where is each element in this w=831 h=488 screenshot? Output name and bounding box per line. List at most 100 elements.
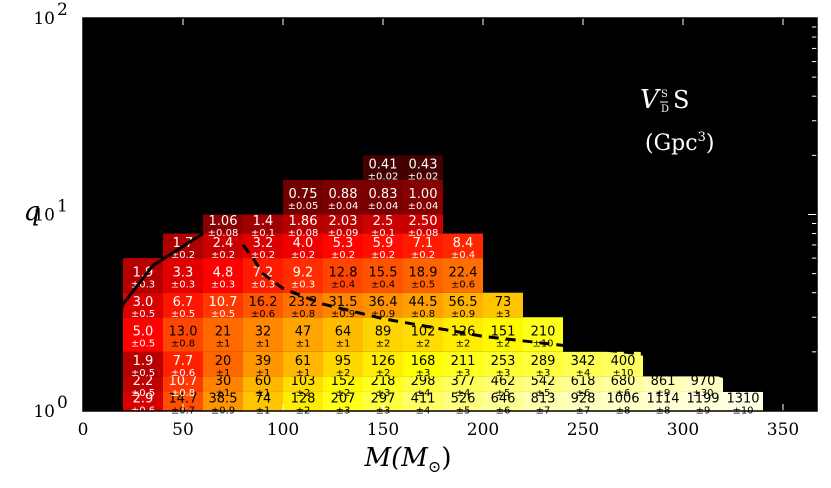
cell-error-label: ±0.9 bbox=[331, 309, 355, 320]
annotation-v: V bbox=[640, 85, 661, 115]
cell-value-label: 1310 bbox=[726, 391, 759, 406]
cell-value-label: 74 bbox=[255, 391, 272, 406]
cell-error-label: ±0.2 bbox=[211, 250, 235, 261]
cell-error-label: ±0.2 bbox=[411, 250, 435, 261]
cell-error-label: ±2 bbox=[376, 368, 391, 379]
heatmap-cell bbox=[243, 391, 283, 411]
cell-value-label: 47 bbox=[295, 325, 312, 340]
cell-value-label: 218 bbox=[371, 374, 396, 389]
heatmap-cell bbox=[523, 391, 563, 411]
cell-value-label: 0.41 bbox=[369, 158, 398, 173]
x-tick-label: 0 bbox=[78, 420, 89, 440]
heatmap-cell bbox=[603, 351, 643, 377]
heatmap-cell bbox=[443, 233, 483, 259]
cell-error-label: ±0.5 bbox=[131, 309, 155, 320]
cell-value-label: 5.9 bbox=[373, 236, 394, 251]
y-axis-title: q bbox=[24, 197, 41, 227]
cell-value-label: 1.4 bbox=[253, 214, 274, 229]
cell-value-label: 646 bbox=[491, 391, 516, 406]
cell-value-label: 5.3 bbox=[333, 236, 354, 251]
y-tick-label: 10 bbox=[33, 402, 55, 422]
heatmap-cell bbox=[283, 292, 323, 318]
cell-error-label: ±0.9 bbox=[371, 309, 395, 320]
heatmap-cell bbox=[163, 376, 203, 392]
heatmap-cell bbox=[483, 292, 523, 318]
cell-error-label: ±0.5 bbox=[131, 368, 155, 379]
heatmap-cell bbox=[203, 258, 243, 293]
annotation: V S D S (Gpc3) bbox=[640, 85, 714, 156]
y-tick-label-exponent: 0 bbox=[57, 393, 68, 413]
cell-error-label: ±1 bbox=[216, 339, 231, 350]
cell-value-label: 861 bbox=[651, 374, 676, 389]
cell-value-label: 400 bbox=[611, 354, 636, 369]
cell-value-label: 1.9 bbox=[133, 354, 154, 369]
cell-value-label: 462 bbox=[491, 374, 516, 389]
heatmap-cell bbox=[523, 376, 563, 392]
heatmap-cell bbox=[403, 391, 443, 411]
cell-value-label: 1114 bbox=[646, 391, 679, 406]
x-tick-label: 100 bbox=[267, 420, 299, 440]
annotation-sub-top: S bbox=[661, 89, 668, 100]
cell-error-label: ±1 bbox=[296, 368, 311, 379]
cell-error-label: ±2 bbox=[496, 339, 511, 350]
cell-error-label: ±0.3 bbox=[251, 279, 275, 290]
cell-value-label: 13.0 bbox=[169, 325, 198, 340]
cell-value-label: 73 bbox=[495, 295, 512, 310]
plot-frame bbox=[82, 17, 818, 412]
cell-value-label: 2.9 bbox=[133, 391, 154, 406]
cell-error-label: ±0.04 bbox=[368, 201, 399, 212]
cell-error-label: ±3 bbox=[456, 368, 471, 379]
cell-value-label: 10.7 bbox=[169, 374, 198, 389]
cell-error-label: ±1 bbox=[296, 339, 311, 350]
cell-error-label: ±5 bbox=[496, 388, 511, 399]
cell-error-label: ±0.6 bbox=[171, 368, 195, 379]
cell-value-label: 1.9 bbox=[133, 265, 154, 280]
x-tick-label: 50 bbox=[172, 420, 194, 440]
heatmap-cell bbox=[443, 258, 483, 293]
cell-value-label: 680 bbox=[611, 374, 636, 389]
cell-error-label: ±10 bbox=[612, 368, 633, 379]
cell-value-label: 0.75 bbox=[289, 187, 318, 202]
heatmap-cell bbox=[363, 351, 403, 377]
heatmap-cell bbox=[363, 292, 403, 318]
cell-error-label: ±0.02 bbox=[408, 172, 439, 183]
heatmap-cell bbox=[163, 317, 203, 352]
heatmap-cell bbox=[363, 317, 403, 352]
cell-error-label: ±0.1 bbox=[251, 228, 275, 239]
heatmap-cell bbox=[123, 376, 163, 392]
heatmap-cell bbox=[363, 179, 403, 215]
cell-error-label: ±0.3 bbox=[131, 279, 155, 290]
cell-error-label: ±0.4 bbox=[331, 279, 355, 290]
heatmap-cell bbox=[323, 317, 363, 352]
cell-error-label: ±0.2 bbox=[371, 250, 395, 261]
cell-value-label: 2.50 bbox=[409, 214, 438, 229]
cell-error-label: ±1 bbox=[256, 388, 271, 399]
cell-error-label: ±1 bbox=[256, 339, 271, 350]
cell-value-label: 44.5 bbox=[409, 295, 438, 310]
heatmap-cell bbox=[163, 292, 203, 318]
cell-value-label: 297 bbox=[371, 391, 396, 406]
x-tick-label: 350 bbox=[767, 420, 799, 440]
x-tick-label: 250 bbox=[567, 420, 599, 440]
heatmap-cell bbox=[203, 317, 243, 352]
heatmap-cell bbox=[363, 376, 403, 392]
cell-value-label: 18.9 bbox=[409, 265, 438, 280]
cell-error-label: ±2 bbox=[296, 388, 311, 399]
heatmap-cell bbox=[323, 214, 363, 234]
cell-value-label: 0.88 bbox=[329, 187, 358, 202]
cell-value-label: 928 bbox=[571, 391, 596, 406]
cell-value-label: 377 bbox=[451, 374, 476, 389]
cell-value-label: 1.06 bbox=[209, 214, 238, 229]
cell-value-label: 3.3 bbox=[173, 265, 194, 280]
heatmap-cell bbox=[283, 179, 323, 215]
y-tick-label: 10 bbox=[33, 206, 55, 226]
cell-value-label: 1.00 bbox=[409, 187, 438, 202]
heatmap-cell bbox=[323, 258, 363, 293]
heatmap-cell bbox=[123, 317, 163, 352]
heatmap-cell bbox=[403, 179, 443, 215]
cell-value-label: 126 bbox=[371, 354, 396, 369]
cell-error-label: ±0.04 bbox=[328, 201, 359, 212]
heatmap-cell bbox=[403, 376, 443, 392]
cell-value-label: 207 bbox=[331, 391, 356, 406]
cell-error-label: ±0.05 bbox=[288, 201, 319, 212]
